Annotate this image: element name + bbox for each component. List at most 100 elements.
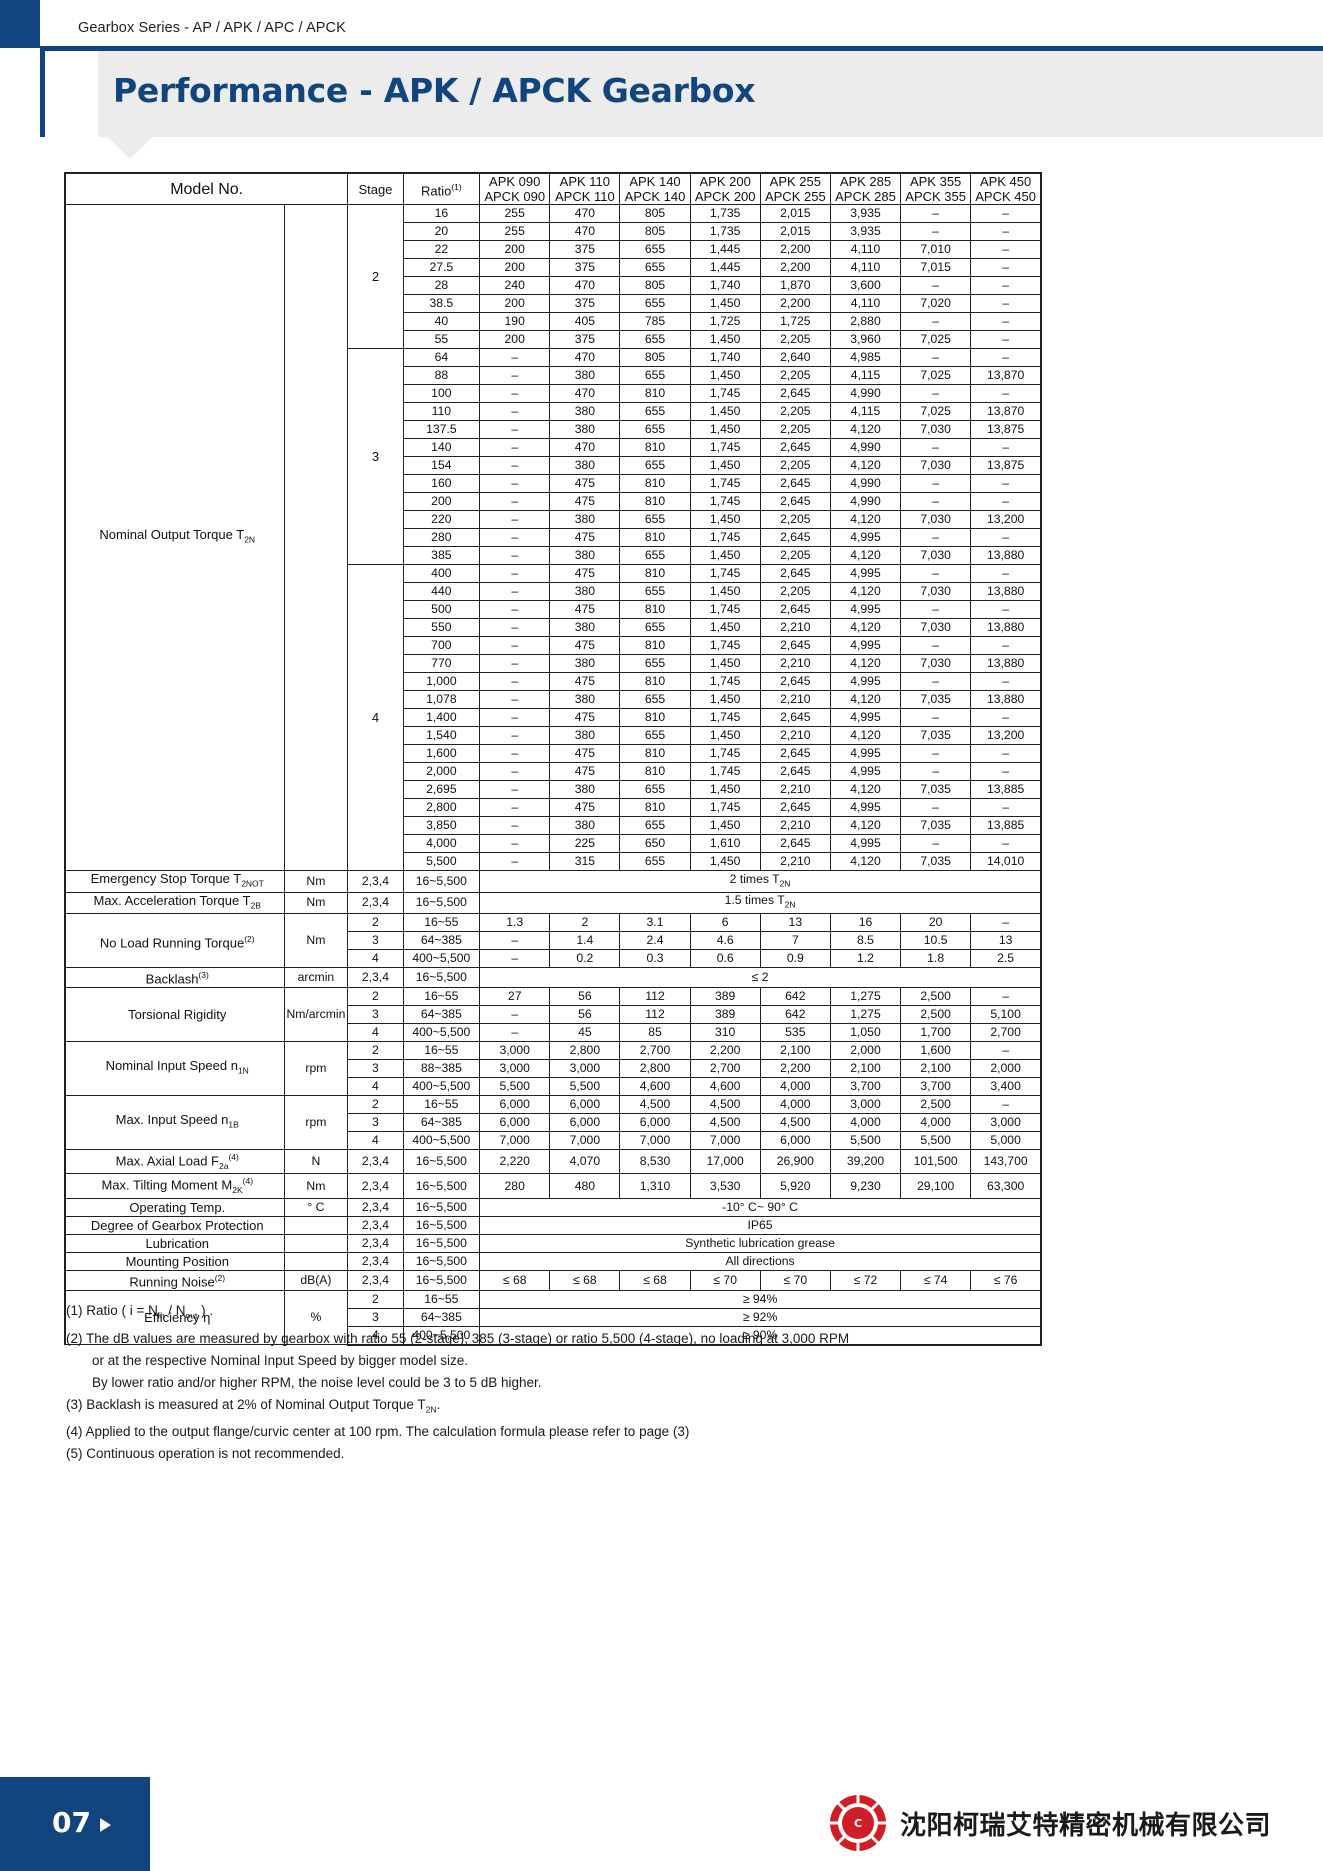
torque-value-cell: 1,870 (759, 276, 831, 295)
footnote-1: (1) Ratio ( i = Nin / Nout ) . (66, 1303, 214, 1321)
row-label-degree-of-protection: Degree of Gearbox Protection (64, 1216, 285, 1236)
torque-value-cell: – (970, 528, 1043, 547)
torque-value-cell: – (479, 456, 551, 475)
torque-value-cell: 3,960 (829, 330, 902, 349)
ratio-cell: 1,000 (402, 672, 481, 691)
table-row: 5,500–315 655 1,450 2,210 4,120 7,035 14,010 (65, 852, 1043, 871)
torque-value-cell: 470 (549, 438, 621, 457)
torque-value-cell: 2,015 (759, 222, 831, 241)
row-unit-operating-temp: ° C (283, 1198, 349, 1218)
value-cell: 0.9 (759, 949, 831, 969)
torque-value-cell: 1,450 (689, 654, 761, 673)
value-cell: 642 (759, 986, 831, 1006)
value-cell: 642 (759, 1004, 831, 1024)
torque-value-cell: 475 (549, 672, 621, 691)
torque-value-cell: – (900, 474, 972, 493)
value-cell: 480 (549, 1173, 621, 1200)
stage-cell: 2,3,4 (347, 1270, 404, 1291)
value-cell: 20 (900, 913, 972, 933)
span-value-cell: ≥ 92% (479, 1307, 1043, 1327)
ratio-cell: 64~385 (402, 1004, 481, 1024)
torque-value-cell: 1,745 (689, 438, 761, 457)
torque-value-cell: 4,120 (829, 816, 902, 835)
table-row: 385–380 655 1,450 2,205 4,120 7,030 13,880 (65, 546, 1043, 565)
table-row: 154–380 655 1,450 2,205 4,120 7,030 13,875 (65, 456, 1043, 475)
footnote-5: (5) Continuous operation is not recommen… (66, 1446, 345, 1462)
torque-value-cell: 13,880 (970, 690, 1043, 709)
torque-value-cell: 200 (479, 294, 551, 313)
torque-value-cell: 650 (619, 834, 691, 853)
value-cell: 8.5 (829, 931, 902, 951)
performance-table-wrap: Model No. Stage Ratio(1) APK 090 APCK 090… (64, 172, 1043, 1346)
col-header-ratio: Ratio(1) (402, 172, 481, 205)
torque-value-cell: 4,995 (829, 834, 902, 853)
torque-value-cell: 655 (619, 402, 691, 421)
torque-value-cell: 655 (619, 816, 691, 835)
torque-value-cell: – (479, 798, 551, 817)
row-label-operating-temp: Operating Temp. (64, 1198, 285, 1218)
row-label-mounting-position: Mounting Position (64, 1252, 285, 1272)
row-unit-running-noise: dB(A) (283, 1270, 349, 1291)
torque-value-cell: – (479, 384, 551, 403)
torque-value-cell: 2,210 (759, 618, 831, 637)
table-row: 500–475 810 1,745 2,645 4,995– – (65, 600, 1043, 619)
value-cell: 9,230 (829, 1173, 902, 1200)
torque-value-cell: 375 (549, 240, 621, 259)
ratio-cell: 16~5,500 (402, 1252, 481, 1272)
torque-value-cell: 255 (479, 204, 551, 223)
torque-value-cell: 1,735 (689, 204, 761, 223)
torque-value-cell: 475 (549, 528, 621, 547)
value-cell: 2,700 (619, 1040, 691, 1060)
torque-value-cell: – (479, 834, 551, 853)
stage-cell: 3 (347, 1112, 404, 1132)
table-row: 1,400–475 810 1,745 2,645 4,995– – (65, 708, 1043, 727)
torque-value-cell: 380 (549, 690, 621, 709)
table-row: 3 88~385 3,000 3,000 2,800 2,700 2,200 2,100 2,1… (65, 1058, 1043, 1078)
ratio-cell: 38.5 (402, 294, 481, 313)
torque-value-cell: 475 (549, 474, 621, 493)
torque-value-cell: – (479, 348, 551, 367)
torque-value-cell: 2,200 (759, 240, 831, 259)
value-cell: 2,700 (689, 1058, 761, 1078)
torque-value-cell: 4,990 (829, 384, 902, 403)
torque-value-cell: – (900, 798, 972, 817)
table-row: Max. Input Speed n1B rpm 2 16~55 6,000 6,000 4… (64, 1094, 1043, 1150)
torque-value-cell: 4,995 (829, 600, 902, 619)
torque-value-cell: 1,450 (689, 420, 761, 439)
table-row: Torsional Rigidity Nm/arcmin 2 16~55 27 56 112… (64, 986, 1043, 1042)
value-cell: 56 (549, 986, 621, 1006)
ratio-cell: 40 (402, 312, 481, 331)
value-cell: 4,600 (689, 1076, 761, 1096)
torque-value-cell: – (479, 420, 551, 439)
col-header-apk110: APK 110 APCK 110 (549, 172, 621, 205)
stage-cell: 2,3,4 (347, 1216, 404, 1236)
value-cell: 56 (549, 1004, 621, 1024)
table-row: 1,600–475 810 1,745 2,645 4,995– – (65, 744, 1043, 763)
row-unit-max-acceleration-torque: Nm (283, 891, 349, 915)
ratio-cell: 64~385 (402, 1307, 481, 1327)
torque-value-cell: 4,110 (829, 294, 902, 313)
torque-value-cell: 655 (619, 456, 691, 475)
stage-cell: 4 (347, 1325, 404, 1346)
torque-value-cell: 2,205 (759, 330, 831, 349)
torque-value-cell: 3,600 (829, 276, 902, 295)
value-cell: 7 (759, 931, 831, 951)
table-row: 770–380 655 1,450 2,210 4,120 7,030 13,880 (65, 654, 1043, 673)
torque-value-cell: 1,745 (689, 600, 761, 619)
span-value-cell: ≥ 90% (479, 1325, 1043, 1346)
table-row: 2,000–475 810 1,745 2,645 4,995– – (65, 762, 1043, 781)
torque-value-cell: 13,875 (970, 420, 1043, 439)
svg-text:C: C (854, 1817, 862, 1830)
torque-value-cell: 200 (479, 258, 551, 277)
ratio-cell: 700 (402, 636, 481, 655)
ratio-cell: 16~5,500 (402, 1198, 481, 1218)
row-label-running-noise: Running Noise(2) (64, 1270, 285, 1291)
ratio-cell: 27.5 (402, 258, 481, 277)
stage-cell: 3 (347, 1004, 404, 1024)
torque-value-cell: 810 (619, 672, 691, 691)
torque-value-cell: 13,880 (970, 654, 1043, 673)
col-header-model-no: Model No. (64, 172, 349, 205)
torque-value-cell: – (479, 546, 551, 565)
torque-value-cell: – (900, 384, 972, 403)
table-row: Nominal Input Speed n1N rpm 2 16~55 3,000 2,8… (64, 1040, 1043, 1096)
